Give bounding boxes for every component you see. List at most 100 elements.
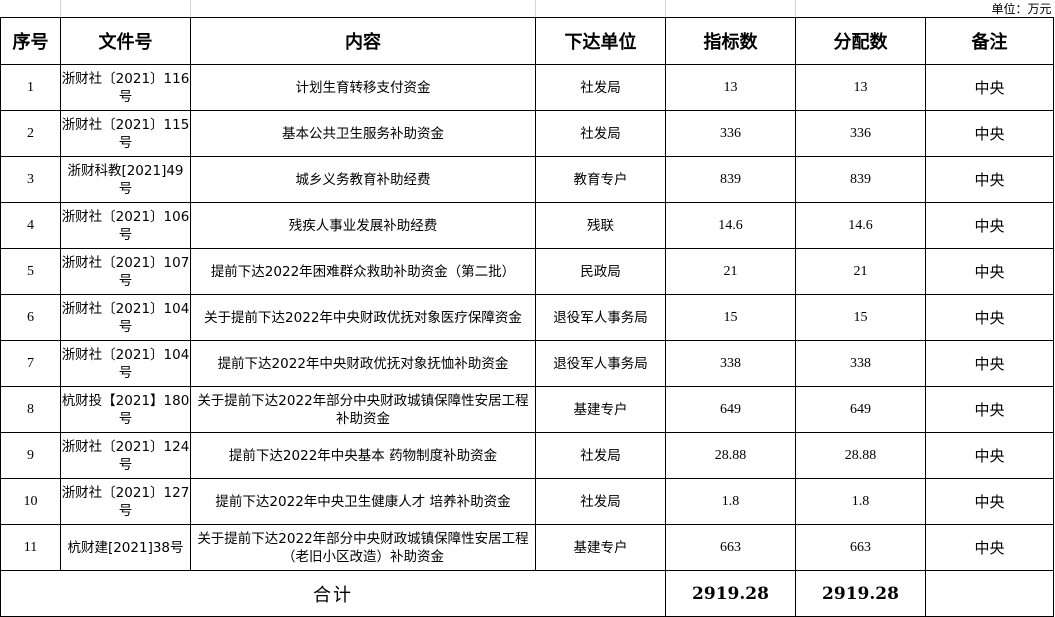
cell-allocated: 1.8	[795, 478, 926, 525]
cell-unit: 社发局	[535, 478, 666, 525]
cell-content: 提前下达2022年中央基本 药物制度补助资金	[190, 432, 536, 479]
cell-target: 15	[665, 294, 796, 341]
cell-doc: 浙财科教[2021]49号	[60, 156, 191, 203]
cell-doc: 浙财社〔2021〕106号	[60, 202, 191, 249]
cell-content: 关于提前下达2022年中央财政优抚对象医疗保障资金	[190, 294, 536, 341]
cell-content: 关于提前下达2022年部分中央财政城镇保障性安居工程补助资金	[190, 386, 536, 433]
total-label: 合计	[0, 570, 666, 617]
table-row: 3 浙财科教[2021]49号 城乡义务教育补助经费 教育专户 839 839 中央	[0, 156, 1055, 203]
cell-doc: 浙财社〔2021〕124号	[60, 432, 191, 479]
cell-target: 14.6	[665, 202, 796, 249]
cell-allocated: 15	[795, 294, 926, 341]
cell-content: 城乡义务教育补助经费	[190, 156, 536, 203]
cell-unit: 退役军人事务局	[535, 340, 666, 387]
cell-doc: 浙财社〔2021〕116号	[60, 64, 191, 111]
cell-content: 关于提前下达2022年部分中央财政城镇保障性安居工程（老旧小区改造）补助资金	[190, 524, 536, 571]
cell-target: 338	[665, 340, 796, 387]
header-row: 序号 文件号 内容 下达单位 指标数 分配数 备注	[0, 17, 1055, 65]
cell-doc: 浙财社〔2021〕104号	[60, 340, 191, 387]
cell-target: 21	[665, 248, 796, 295]
total-note	[924, 570, 1055, 617]
cell-content: 计划生育转移支付资金	[190, 64, 536, 111]
table-row: 11 杭财建[2021]38号 关于提前下达2022年部分中央财政城镇保障性安居工程…	[0, 524, 1055, 571]
cell-doc: 浙财社〔2021〕127号	[60, 478, 191, 525]
header-doc: 文件号	[60, 17, 191, 65]
total-allocated: 2919.28	[795, 570, 926, 617]
cell-content: 基本公共卫生服务补助资金	[190, 110, 536, 157]
cell-no: 1	[0, 64, 61, 111]
cell-content: 提前下达2022年中央财政优抚对象抚恤补助资金	[190, 340, 536, 387]
cell-no: 8	[0, 386, 61, 433]
cell-no: 10	[0, 478, 61, 525]
cell-content: 提前下达2022年中央卫生健康人才 培养补助资金	[190, 478, 536, 525]
header-content: 内容	[190, 17, 536, 65]
cell-note: 中央	[924, 248, 1055, 295]
cell-allocated: 338	[795, 340, 926, 387]
cell-note: 中央	[924, 478, 1055, 525]
cell-doc: 浙财社〔2021〕107号	[60, 248, 191, 295]
cell-allocated: 13	[795, 64, 926, 111]
unit-row: 单位：万元	[0, 0, 1054, 18]
cell-target: 1.8	[665, 478, 796, 525]
cell-note: 中央	[924, 340, 1055, 387]
cell-note: 中央	[924, 386, 1055, 433]
cell-doc: 杭财投【2021】180号	[60, 386, 191, 433]
total-row: 合计 2919.28 2919.28	[0, 570, 1055, 617]
cell-note: 中央	[924, 64, 1055, 111]
cell-no: 2	[0, 110, 61, 157]
cell-allocated: 28.88	[795, 432, 926, 479]
cell-unit: 社发局	[535, 110, 666, 157]
cell-content: 提前下达2022年困难群众救助补助资金（第二批）	[190, 248, 536, 295]
total-target: 2919.28	[665, 570, 796, 617]
header-no: 序号	[0, 17, 61, 65]
cell-allocated: 663	[795, 524, 926, 571]
cell-target: 336	[665, 110, 796, 157]
cell-allocated: 14.6	[795, 202, 926, 249]
cell-note: 中央	[924, 294, 1055, 341]
cell-no: 5	[0, 248, 61, 295]
cell-allocated: 21	[795, 248, 926, 295]
header-note: 备注	[924, 17, 1055, 65]
cell-unit: 社发局	[535, 64, 666, 111]
cell-no: 3	[0, 156, 61, 203]
cell-target: 649	[665, 386, 796, 433]
table-row: 2 浙财社〔2021〕115号 基本公共卫生服务补助资金 社发局 336 336 中央	[0, 110, 1055, 157]
cell-content: 残疾人事业发展补助经费	[190, 202, 536, 249]
table-row: 9 浙财社〔2021〕124号 提前下达2022年中央基本 药物制度补助资金 社发局 2…	[0, 432, 1055, 479]
table-row: 6 浙财社〔2021〕104号 关于提前下达2022年中央财政优抚对象医疗保障资金退…	[0, 294, 1055, 341]
cell-no: 11	[0, 524, 61, 571]
cell-no: 9	[0, 432, 61, 479]
cell-note: 中央	[924, 524, 1055, 571]
cell-unit: 教育专户	[535, 156, 666, 203]
cell-allocated: 649	[795, 386, 926, 433]
cell-note: 中央	[924, 110, 1055, 157]
cell-unit: 民政局	[535, 248, 666, 295]
cell-doc: 杭财建[2021]38号	[60, 524, 191, 571]
table-row: 5 浙财社〔2021〕107号 提前下达2022年困难群众救助补助资金（第二批） 民政…	[0, 248, 1055, 295]
cell-unit: 退役军人事务局	[535, 294, 666, 341]
unit-label: 单位：万元	[795, 0, 1054, 18]
cell-unit: 基建专户	[535, 524, 666, 571]
table-row: 7 浙财社〔2021〕104号 提前下达2022年中央财政优抚对象抚恤补助资金 退役军…	[0, 340, 1055, 387]
cell-allocated: 336	[795, 110, 926, 157]
cell-target: 663	[665, 524, 796, 571]
cell-target: 28.88	[665, 432, 796, 479]
cell-no: 6	[0, 294, 61, 341]
cell-note: 中央	[924, 156, 1055, 203]
cell-note: 中央	[924, 202, 1055, 249]
header-allocated: 分配数	[795, 17, 926, 65]
cell-target: 13	[665, 64, 796, 111]
cell-allocated: 839	[795, 156, 926, 203]
table-row: 4 浙财社〔2021〕106号 残疾人事业发展补助经费 残联 14.6 14.6 中央	[0, 202, 1055, 249]
cell-note: 中央	[924, 432, 1055, 479]
header-unit: 下达单位	[535, 17, 666, 65]
cell-no: 7	[0, 340, 61, 387]
cell-doc: 浙财社〔2021〕115号	[60, 110, 191, 157]
cell-target: 839	[665, 156, 796, 203]
table-row: 10 浙财社〔2021〕127号 提前下达2022年中央卫生健康人才 培养补助资金社…	[0, 478, 1055, 525]
table-row: 8 杭财投【2021】180号 关于提前下达2022年部分中央财政城镇保障性安居工程…	[0, 386, 1055, 433]
cell-no: 4	[0, 202, 61, 249]
header-target: 指标数	[665, 17, 796, 65]
cell-unit: 基建专户	[535, 386, 666, 433]
